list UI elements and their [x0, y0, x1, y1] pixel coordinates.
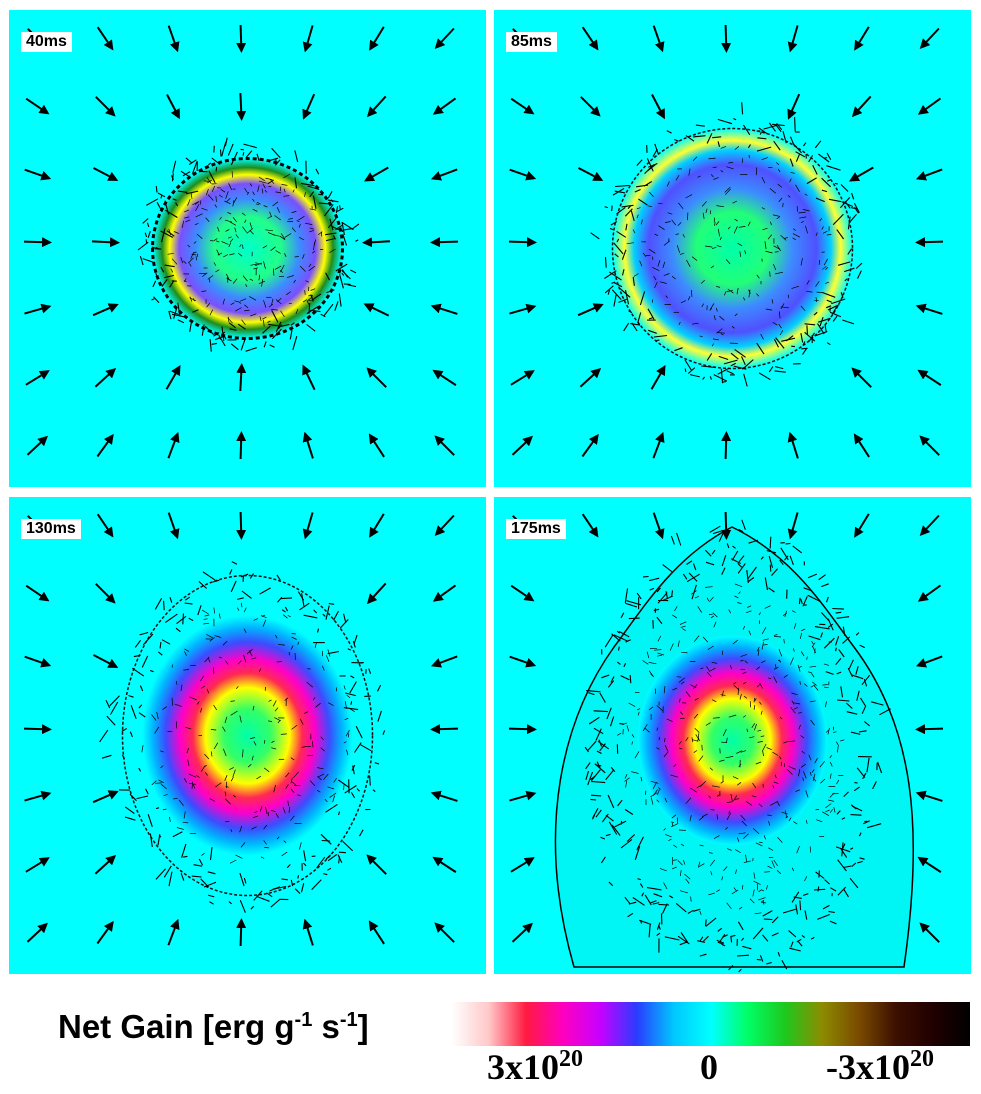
- time-label: 85ms: [506, 32, 557, 52]
- panel-85ms: 85ms: [494, 10, 971, 487]
- colorbar-tick-min: -3x1020: [826, 1046, 934, 1087]
- panel-175ms: 175ms: [494, 497, 971, 974]
- time-label: 175ms: [506, 519, 566, 539]
- infall-arrows: [23, 24, 459, 460]
- inner-velocity-field: [590, 102, 863, 387]
- inner-velocity-field: [137, 137, 360, 352]
- inner-velocity-field: [99, 561, 386, 913]
- colorbar-tick-zero: 0: [700, 1047, 718, 1087]
- colorbar-title: Net Gain [erg g-1 s-1]: [58, 1008, 369, 1045]
- colorbar-tick-max: 3x1020: [487, 1046, 583, 1087]
- flow-field-plot: [23, 511, 459, 947]
- infall-arrows: [508, 24, 944, 460]
- heating-region: [152, 158, 343, 339]
- time-label: 130ms: [21, 519, 81, 539]
- panel-130ms: 130ms: [9, 497, 486, 974]
- flow-field-plot: [508, 24, 944, 460]
- flow-field-plot: [508, 511, 944, 973]
- inner-velocity-field: [584, 519, 891, 973]
- flow-field-plot: [23, 24, 459, 460]
- heating-region: [142, 615, 353, 856]
- heating-region: [612, 128, 853, 369]
- heating-region: [637, 635, 828, 846]
- time-label: 40ms: [21, 32, 72, 52]
- infall-arrows: [23, 511, 459, 947]
- shock-boundary: [151, 157, 344, 340]
- colorbar: [452, 1002, 970, 1046]
- shock-boundary: [121, 574, 374, 897]
- shock-boundary: [611, 127, 854, 370]
- panel-40ms: 40ms: [9, 10, 486, 487]
